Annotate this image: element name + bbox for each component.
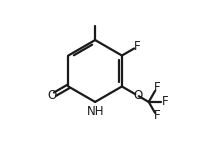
Text: F: F [134, 40, 141, 53]
Text: F: F [153, 81, 160, 94]
Text: O: O [47, 89, 56, 103]
Text: F: F [162, 95, 168, 108]
Text: O: O [133, 89, 143, 102]
Text: NH: NH [86, 105, 104, 118]
Text: F: F [153, 109, 160, 122]
